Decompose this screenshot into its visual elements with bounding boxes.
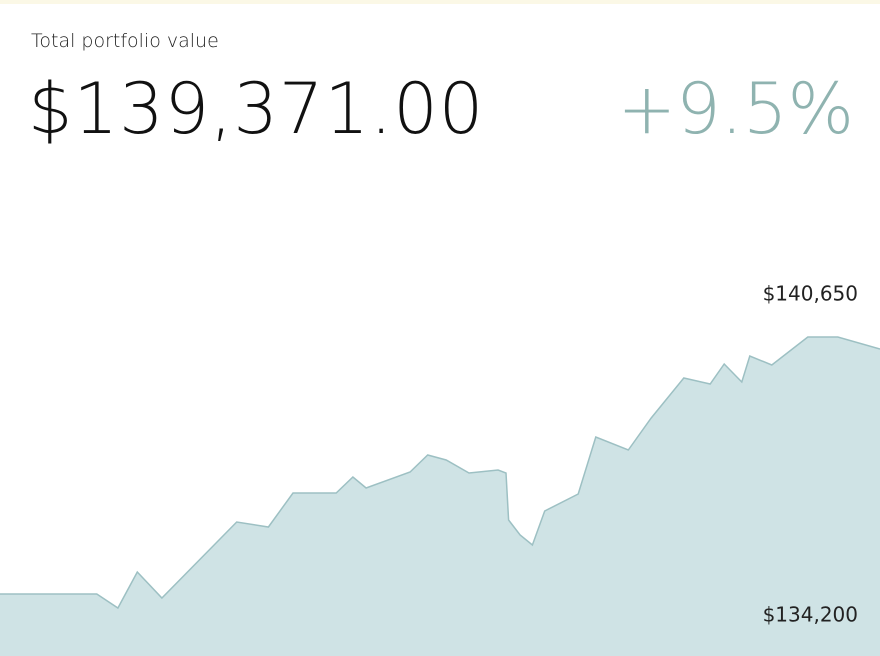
area-line <box>0 336 880 610</box>
top-bar <box>0 0 880 4</box>
portfolio-label: Total portfolio value <box>31 30 219 52</box>
y-tick-label: $134,200 <box>763 603 858 627</box>
area <box>0 337 880 656</box>
portfolio-change: +9.5% <box>617 68 855 150</box>
portfolio-value: $139,371.00 <box>28 68 485 150</box>
y-tick-label: $140,650 <box>763 282 858 306</box>
